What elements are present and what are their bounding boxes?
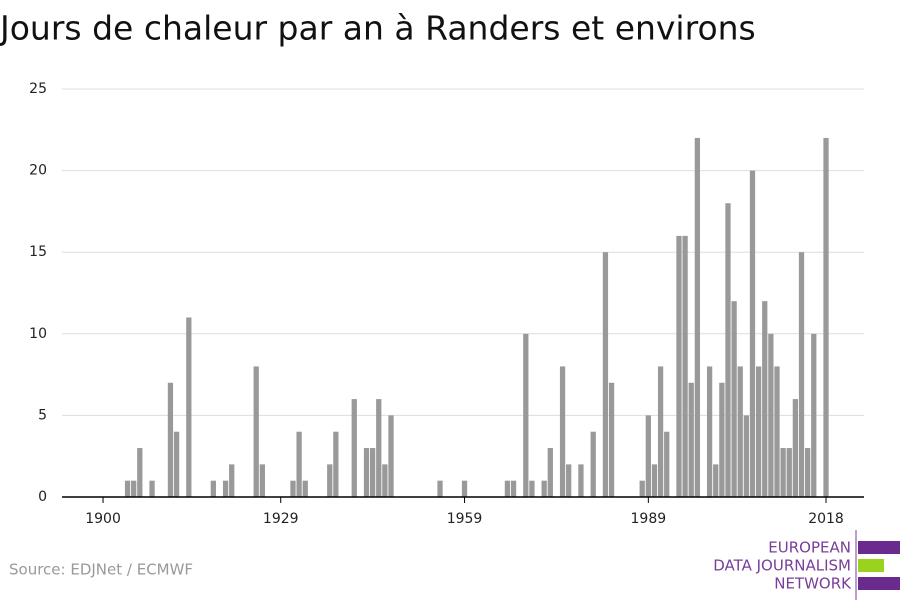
x-tick-label: 2018 (808, 511, 844, 527)
bar (774, 366, 780, 497)
bar (768, 333, 774, 497)
bar (651, 464, 658, 497)
bar (369, 448, 376, 497)
logo-bar (858, 577, 900, 590)
bar (541, 480, 547, 497)
bar (743, 415, 749, 497)
bar (602, 252, 609, 497)
bar (173, 431, 180, 497)
bar (755, 366, 762, 497)
bar (210, 480, 216, 497)
logo-bar (858, 541, 900, 554)
bar (566, 464, 572, 497)
bar (639, 480, 645, 497)
logo-text: EUROPEAN (768, 539, 851, 557)
bar (437, 480, 443, 497)
bar (186, 317, 192, 497)
bar (694, 137, 700, 497)
bar (608, 382, 615, 497)
bar (504, 480, 511, 497)
bar (749, 170, 756, 497)
bar (811, 333, 817, 497)
bar (222, 480, 229, 497)
bar (786, 448, 792, 497)
y-tick-label: 15 (29, 244, 47, 260)
bar (798, 252, 805, 497)
bar (823, 137, 829, 497)
bar (529, 480, 535, 497)
bar (578, 464, 584, 497)
y-tick-label: 20 (29, 163, 47, 179)
y-tick-label: 0 (38, 489, 47, 505)
bar (333, 431, 339, 497)
bar (713, 464, 719, 497)
x-tick-label: 1959 (447, 511, 483, 527)
bar (327, 464, 333, 497)
x-tick-label: 1989 (631, 511, 667, 527)
bar (706, 366, 713, 497)
bar (590, 431, 596, 497)
x-tick-label: 1900 (85, 511, 121, 527)
bar (804, 448, 811, 497)
bar (137, 448, 143, 497)
bar (657, 366, 664, 497)
bar (792, 399, 799, 497)
bar (559, 366, 566, 497)
bar (253, 366, 259, 497)
bar (461, 480, 468, 497)
bar (731, 301, 737, 497)
logo-text: DATA JOURNALISM (713, 557, 851, 575)
bar (302, 480, 308, 497)
bar (296, 431, 302, 497)
bar (688, 382, 694, 497)
source: Source: EDJNet / ECMWF (9, 561, 193, 579)
bar (149, 480, 155, 497)
bar (682, 235, 688, 497)
y-tick-label: 25 (29, 81, 47, 97)
bar (363, 448, 370, 497)
bar (131, 480, 137, 497)
x-tick-label: 1929 (263, 511, 299, 527)
bar (388, 415, 394, 497)
bar (376, 399, 382, 497)
bar (780, 448, 786, 497)
bar (762, 301, 768, 497)
chart-title: Jours de chaleur par an à Randers et env… (0, 9, 756, 48)
bar (382, 464, 388, 497)
y-tick-label: 10 (29, 326, 47, 342)
bar (719, 382, 725, 497)
bar (124, 480, 131, 497)
bar (725, 203, 731, 498)
bar (547, 448, 553, 497)
bar (229, 464, 235, 497)
bar (676, 235, 682, 497)
bar (510, 480, 517, 497)
bar (645, 415, 651, 497)
logo-text: NETWORK (774, 575, 852, 593)
y-tick-label: 5 (38, 407, 47, 423)
logo-bar (858, 559, 884, 572)
bar (664, 431, 670, 497)
bar (259, 464, 265, 497)
bar (523, 333, 529, 497)
bar (351, 399, 357, 497)
bar (290, 480, 296, 497)
bar (167, 382, 174, 497)
bar (737, 366, 743, 497)
